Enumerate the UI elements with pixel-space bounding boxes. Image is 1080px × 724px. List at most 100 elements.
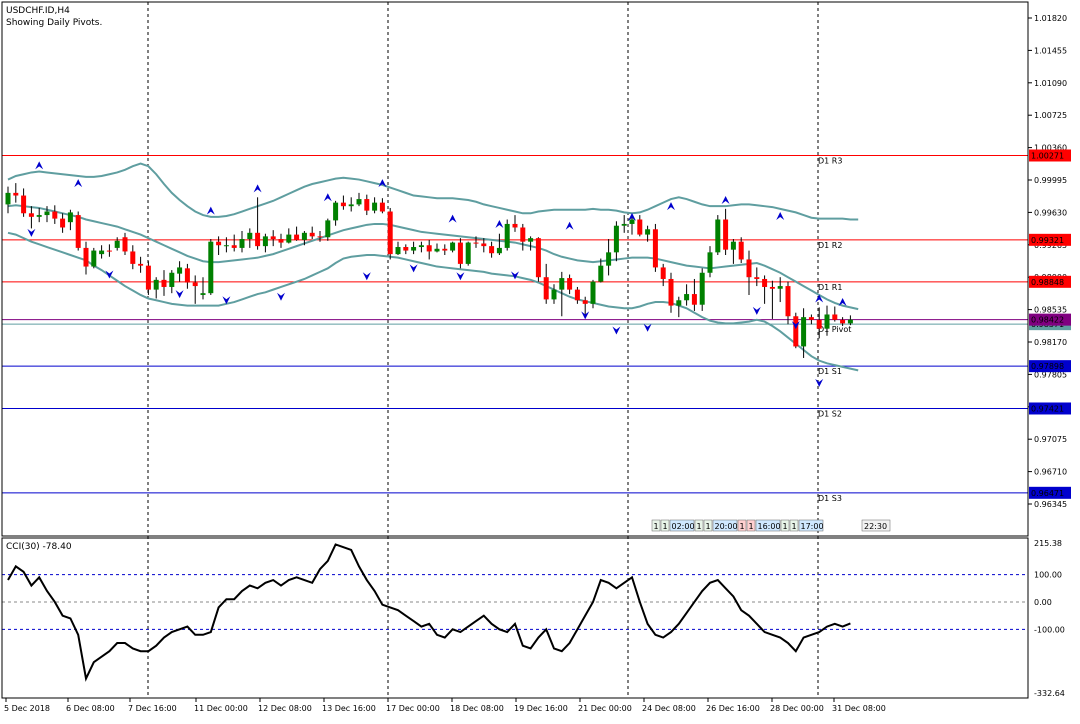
fractal-down-2 — [175, 290, 184, 299]
candle-body-90 — [707, 252, 713, 273]
candle-body-53 — [418, 245, 424, 248]
session-cell-6 — [737, 519, 747, 532]
fractal-down-10 — [612, 326, 621, 335]
session-text-0: 1 — [654, 522, 659, 531]
band-upper — [7, 162, 859, 221]
candle-body-51 — [403, 247, 409, 251]
session-text-11: 17:00 — [801, 522, 824, 531]
session-end-cell — [861, 519, 891, 532]
price-tick-label-3: 1.00725 — [1034, 111, 1067, 120]
cci-tick-label-1: 100.00 — [1034, 571, 1062, 580]
candle-body-82 — [645, 229, 651, 235]
fractal-down-5 — [362, 272, 371, 281]
candle-body-68 — [535, 238, 541, 278]
session-text-6: 1 — [740, 522, 745, 531]
session-cell-0 — [651, 519, 661, 532]
time-label-6: 17 Dec 00:00 — [386, 704, 440, 713]
fractal-up-2 — [206, 206, 215, 215]
candle-body-69 — [543, 277, 549, 300]
cci-tick-label-4: -332.64 — [1034, 689, 1065, 698]
pivot-price-box-6 — [1029, 486, 1071, 499]
session-text-10: 1 — [792, 522, 797, 531]
candle-body-97 — [762, 278, 768, 287]
candle-body-27 — [216, 241, 222, 246]
candle-body-19 — [153, 279, 159, 290]
session-cell-11 — [798, 519, 824, 532]
pivot-price-text-6: 0.96471 — [1031, 489, 1064, 498]
fractal-down-7 — [456, 272, 465, 281]
fractal-up-6 — [448, 214, 457, 223]
candle-body-7 — [60, 218, 66, 228]
candle-body-61 — [481, 243, 487, 247]
cci-tick-label-0: 215.38 — [1034, 539, 1062, 548]
candle-body-100 — [785, 286, 791, 317]
candle-body-31 — [247, 232, 253, 240]
pivot-price-box-1 — [1029, 233, 1071, 246]
fractal-down-9 — [581, 311, 590, 320]
band-middle — [7, 204, 859, 311]
candle-body-2 — [21, 195, 27, 214]
candle-body-83 — [652, 229, 658, 268]
fractal-up-14 — [838, 298, 847, 307]
candle-body-63 — [496, 247, 502, 254]
candle-body-43 — [340, 202, 346, 207]
price-tick-label-0: 1.01820 — [1034, 14, 1067, 23]
current-price-text: 0.98422 — [1031, 316, 1064, 325]
time-label-13: 31 Dec 08:00 — [832, 704, 886, 713]
candle-body-87 — [684, 294, 690, 301]
candle-body-49 — [387, 211, 393, 255]
candle-body-42 — [333, 202, 339, 221]
pivot-price-box-2 — [1029, 275, 1071, 288]
candle-body-107 — [840, 319, 846, 324]
candle-body-22 — [177, 267, 183, 274]
candle-body-55 — [434, 248, 440, 252]
candle-body-86 — [676, 300, 682, 306]
candle-body-34 — [270, 236, 276, 240]
candle-body-14 — [114, 240, 120, 248]
candle-body-64 — [504, 223, 510, 248]
fractal-down-0 — [27, 228, 36, 237]
fractal-up-9 — [628, 212, 636, 221]
pivot-label-3: D1 Pivot — [818, 325, 851, 334]
candle-body-85 — [668, 278, 674, 306]
candle-body-28 — [223, 245, 229, 247]
session-cell-4 — [703, 519, 713, 532]
candle-body-89 — [699, 272, 705, 305]
fractal-up-5 — [378, 179, 387, 188]
candle-body-65 — [512, 223, 518, 228]
price-tick-label-6: 0.99630 — [1034, 208, 1067, 217]
candle-body-24 — [192, 282, 198, 287]
candle-body-72 — [567, 278, 573, 290]
fractal-up-0 — [35, 161, 44, 170]
session-bar: 1 1 02:00 1 1 20:00 1 1 16:00 1 1 17:00 22:30 — [651, 519, 891, 532]
price-tick-label-11: 0.97805 — [1034, 370, 1067, 379]
candle-body-16 — [130, 251, 136, 264]
session-cell-3 — [694, 519, 704, 532]
time-label-12: 28 Dec 00:00 — [770, 704, 824, 713]
candle-body-76 — [598, 265, 604, 282]
candle-body-54 — [426, 245, 432, 252]
candle-body-48 — [379, 202, 385, 212]
pivot-price-box-0 — [1029, 149, 1071, 162]
candle-body-91 — [715, 219, 721, 253]
candle-body-101 — [793, 316, 799, 347]
candle-body-10 — [83, 247, 89, 267]
candles — [5, 183, 853, 358]
candle-body-6 — [52, 211, 58, 219]
candle-body-41 — [325, 220, 331, 238]
candle-body-5 — [44, 211, 50, 216]
candle-body-84 — [660, 267, 666, 279]
cci-tick-label-2: 0.00 — [1034, 598, 1052, 607]
candle-body-92 — [723, 219, 729, 250]
candle-body-52 — [411, 247, 417, 251]
price-tick-label-15: 0.96345 — [1034, 500, 1067, 509]
price-tick-label-9: 0.98535 — [1034, 306, 1067, 315]
candle-body-74 — [582, 300, 588, 304]
pivot-label-0: D1 R3 — [818, 157, 842, 166]
time-label-4: 12 Dec 08:00 — [258, 704, 312, 713]
candle-body-81 — [637, 219, 643, 235]
session-text-8: 16:00 — [758, 522, 781, 531]
pivot-price-text-5: 0.97421 — [1031, 404, 1064, 413]
